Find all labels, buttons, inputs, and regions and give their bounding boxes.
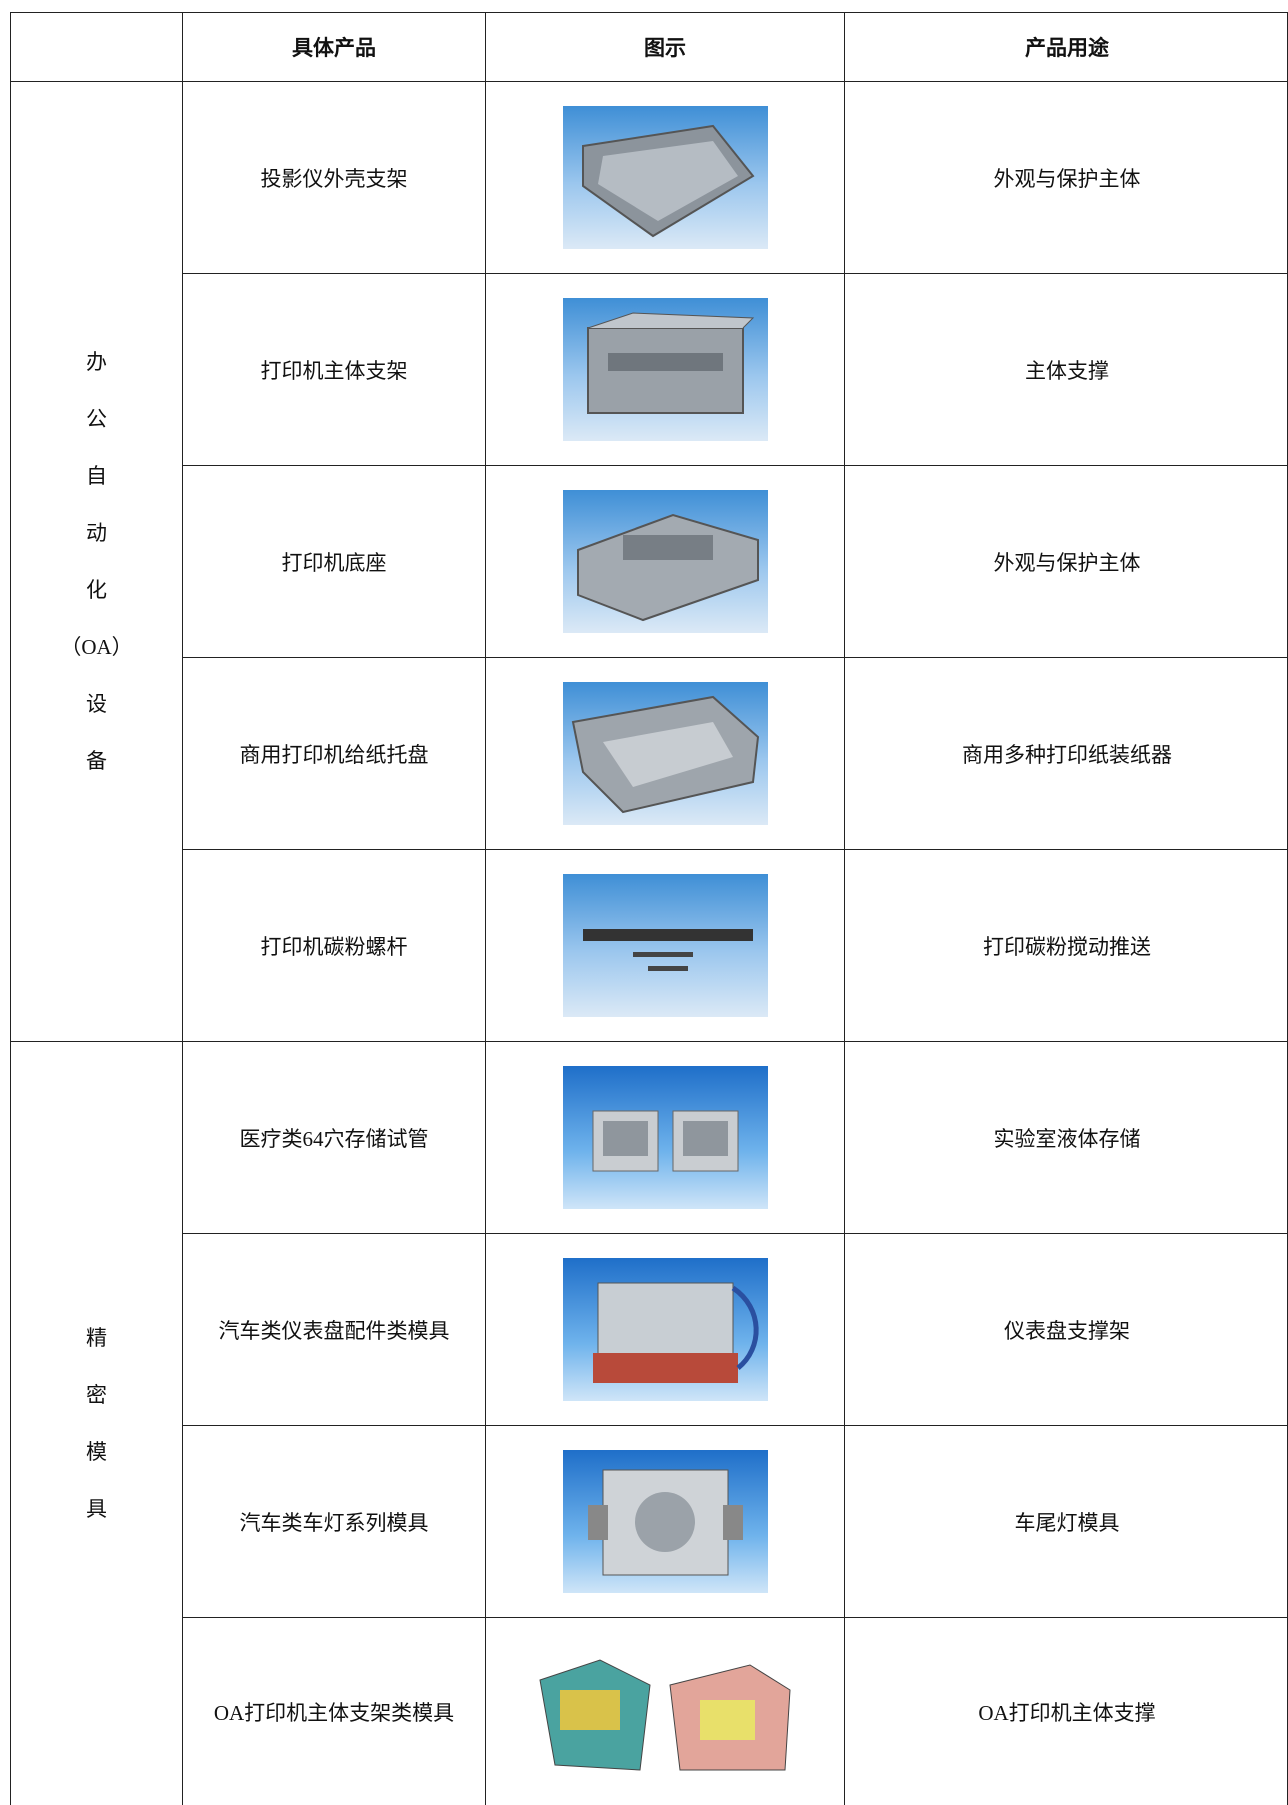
product-cell: 汽车类车灯系列模具 [182, 1425, 485, 1617]
image-cell [485, 273, 844, 465]
product-cell: 汽车类仪表盘配件类模具 [182, 1233, 485, 1425]
group-label-char: 精 [86, 1325, 107, 1350]
use-cell: 打印碳粉搅动推送 [844, 849, 1288, 1041]
group-cell: 精密模具 [10, 1041, 182, 1805]
product-cell: 投影仪外壳支架 [182, 81, 485, 273]
use-cell: 外观与保护主体 [844, 465, 1288, 657]
use-cell: 实验室液体存储 [844, 1041, 1288, 1233]
product-image [562, 490, 768, 633]
image-cell [485, 657, 844, 849]
product-image [562, 1258, 768, 1401]
image-cell [485, 1233, 844, 1425]
group-label-char: 模 [86, 1439, 107, 1464]
image-cell [485, 849, 844, 1041]
group-label-char: 办 [86, 349, 107, 374]
image-cell [485, 1041, 844, 1233]
image-content [539, 1659, 791, 1771]
product-cell: 医疗类64穴存储试管 [182, 1041, 485, 1233]
group-label-char: （OA） [60, 634, 133, 659]
use-cell: 车尾灯模具 [844, 1425, 1288, 1617]
image-content [592, 1282, 759, 1383]
header-cell: 产品用途 [844, 12, 1288, 81]
product-image [562, 682, 768, 825]
product-image [562, 1450, 768, 1593]
image-cell [485, 1425, 844, 1617]
product-cell: 商用打印机给纸托盘 [182, 657, 485, 849]
use-cell: OA打印机主体支撑 [844, 1617, 1288, 1805]
image-content [592, 1110, 738, 1172]
image-content [586, 312, 754, 414]
image-cell [485, 81, 844, 273]
product-cell: 打印机底座 [182, 465, 485, 657]
use-cell: 主体支撑 [844, 273, 1288, 465]
product-cell: 打印机碳粉螺杆 [182, 849, 485, 1041]
product-cell: 打印机主体支架 [182, 273, 485, 465]
use-cell: 仪表盘支撑架 [844, 1233, 1288, 1425]
header-cell [10, 12, 182, 81]
product-image [562, 106, 768, 249]
product-image [530, 1640, 800, 1783]
group-label-char: 动 [86, 520, 107, 545]
group-label-char: 备 [86, 748, 107, 773]
product-image [562, 874, 768, 1017]
image-content [576, 513, 759, 622]
use-cell: 外观与保护主体 [844, 81, 1288, 273]
group-label-char: 自 [86, 463, 107, 488]
product-cell: OA打印机主体支架类模具 [182, 1617, 485, 1805]
image-content [582, 929, 753, 971]
product-image [562, 298, 768, 441]
use-cell: 商用多种打印纸装纸器 [844, 657, 1288, 849]
image-cell [485, 1617, 844, 1805]
group-label-char: 公 [86, 406, 107, 431]
image-content [587, 1469, 743, 1576]
image-content [571, 695, 759, 814]
header-cell: 图示 [485, 12, 844, 81]
image-content [581, 124, 754, 238]
group-label-char: 具 [86, 1496, 107, 1521]
product-image [562, 1066, 768, 1209]
header-cell: 具体产品 [182, 12, 485, 81]
group-cell: 办公自动化 （OA） 设备 [10, 81, 182, 1041]
group-label-char: 设 [86, 691, 107, 716]
group-label-char: 密 [86, 1382, 107, 1407]
group-label-char: 化 [86, 577, 107, 602]
image-cell [485, 465, 844, 657]
